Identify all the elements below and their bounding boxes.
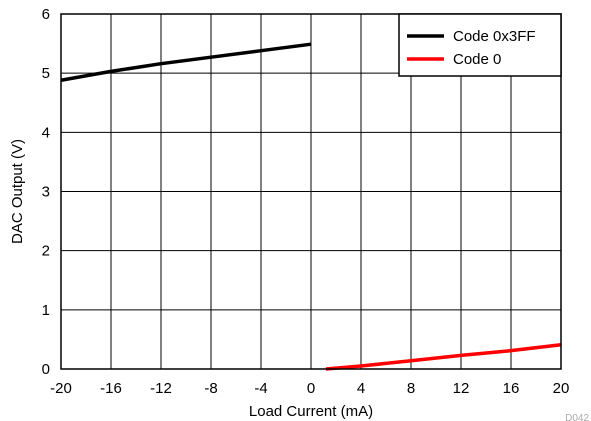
y-tick-label: 4 (42, 124, 50, 141)
x-tick-label: -12 (150, 380, 172, 397)
y-tick-label: 1 (42, 302, 50, 319)
legend: Code 0x3FF Code 0 (398, 13, 562, 77)
x-tick-label: -20 (50, 380, 72, 397)
y-tick-labels: 0 1 2 3 4 5 6 (42, 6, 50, 378)
legend-label-code-0x3ff: Code 0x3FF (453, 28, 536, 45)
legend-label-code-0: Code 0 (453, 51, 501, 68)
series-line-code-0 (325, 343, 562, 371)
series-line-code-0x3ff (60, 42, 312, 82)
x-tick-label: 4 (357, 380, 365, 397)
x-tick-label: 20 (553, 380, 570, 397)
y-tick-label: 2 (42, 243, 50, 260)
y-tick-label: 5 (42, 65, 50, 82)
x-tick-label: -4 (254, 380, 267, 397)
x-tick-label: 12 (453, 380, 470, 397)
x-axis-label: Load Current (mA) (249, 403, 373, 420)
x-tick-label: -8 (204, 380, 217, 397)
x-tick-label: 16 (503, 380, 520, 397)
plot-frame (60, 13, 562, 370)
y-tick-label: 3 (42, 184, 50, 201)
x-tick-labels: -20 -16 -12 -8 -4 0 4 8 12 16 20 (50, 380, 569, 397)
y-tick-label: 6 (42, 6, 50, 23)
x-tick-label: 0 (307, 380, 315, 397)
x-tick-label: -16 (100, 380, 122, 397)
y-axis-label: DAC Output (V) (9, 139, 26, 244)
series-lines (60, 42, 562, 371)
y-tick-label: 0 (42, 361, 50, 378)
legend-box (398, 13, 562, 77)
x-tick-label: 8 (407, 380, 415, 397)
figure-code: D042 (565, 413, 589, 421)
